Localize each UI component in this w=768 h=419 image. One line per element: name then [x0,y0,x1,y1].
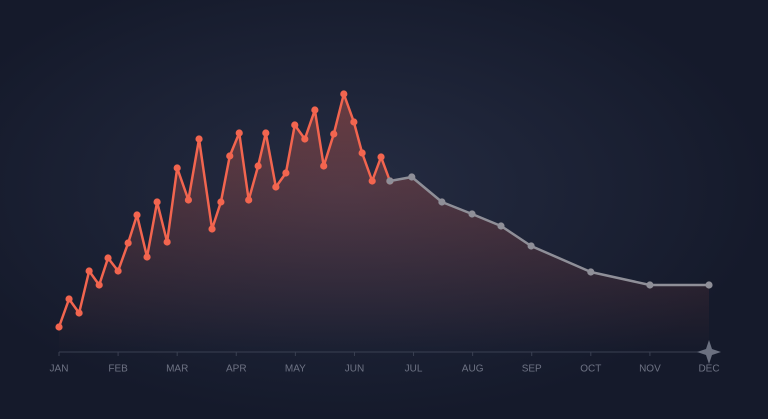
point [133,211,141,219]
point [408,173,416,181]
x-tick-label: SEP [522,364,542,375]
sparkle-icon [697,340,721,364]
point [468,210,476,218]
point [245,196,253,204]
area-fill [59,94,709,352]
plot: JAN FEB MAR APR MAY JUN JUL AUG SEP OCT NOV DEC [50,90,720,375]
point [95,281,103,289]
x-tick-label: AUG [462,364,484,375]
point [104,254,112,262]
x-tick-label: MAY [285,364,306,375]
point [377,153,385,161]
point [497,222,505,230]
point [705,281,713,289]
point [311,106,319,114]
point [55,323,63,331]
point [75,309,83,317]
point [350,118,358,126]
x-tick-label: APR [226,364,247,375]
x-tick-label: JUN [345,364,364,375]
x-tick-label: MAR [166,364,188,375]
point [65,295,73,303]
point [330,130,338,138]
point [358,149,366,157]
point [262,129,270,137]
point [368,177,376,185]
point [124,239,132,247]
point [438,198,446,206]
point [217,198,225,206]
x-tick-label: NOV [639,364,661,375]
point [282,169,290,177]
point [226,152,234,160]
x-tick-label: OCT [580,364,601,375]
x-tick-label: JUL [405,364,423,375]
point [184,196,193,204]
point [301,135,309,143]
point [320,162,328,170]
point [173,164,181,172]
point [153,198,161,206]
point [208,225,216,233]
point [114,267,122,275]
point [587,268,595,276]
point [291,121,299,129]
point [143,253,151,261]
point [254,162,262,170]
point [646,281,654,289]
x-tick-label: DEC [698,364,719,375]
point [195,135,203,143]
point [527,242,535,250]
x-tick-label: FEB [108,364,128,375]
point [272,183,280,191]
x-tick-label: JAN [50,364,69,375]
point [85,267,93,275]
point [163,238,171,246]
point [340,90,348,98]
point [386,177,394,185]
point [235,129,243,137]
